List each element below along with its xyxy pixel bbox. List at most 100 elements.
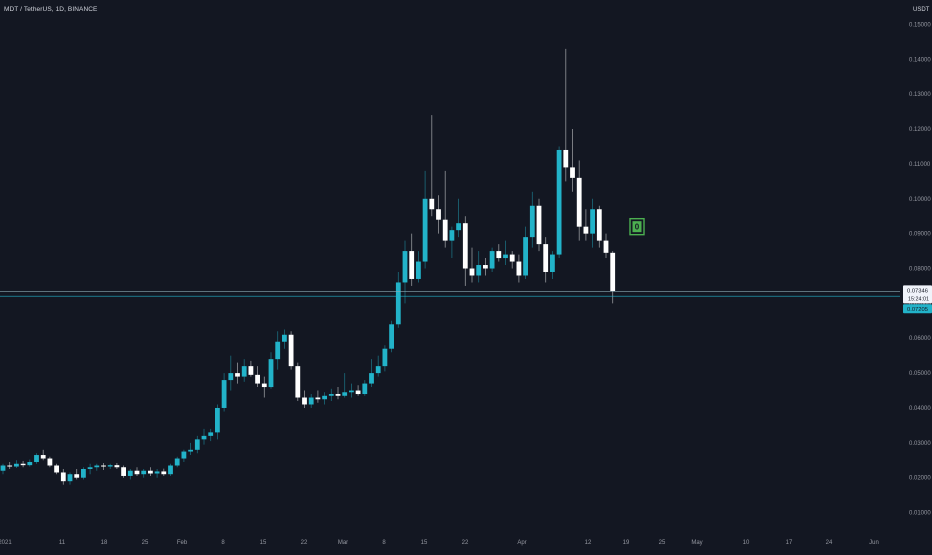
time-tick-label: 22 bbox=[462, 540, 469, 546]
candle-down bbox=[20, 463, 26, 466]
candle-down bbox=[74, 474, 80, 478]
price-tick-label: 0.14000 bbox=[909, 57, 931, 63]
time-tick-label: 25 bbox=[659, 540, 666, 546]
candle-down bbox=[576, 177, 582, 227]
candle-down bbox=[603, 240, 609, 253]
time-tick-label: Apr bbox=[517, 540, 526, 546]
candle-up bbox=[342, 392, 348, 396]
candle-up bbox=[268, 359, 274, 388]
candle-up bbox=[556, 149, 562, 255]
candle-down bbox=[288, 334, 294, 367]
signal-marker-fill bbox=[632, 221, 642, 233]
candle-up bbox=[67, 474, 73, 482]
candle-up bbox=[328, 394, 334, 396]
candle-up bbox=[416, 261, 421, 279]
candle-down bbox=[442, 219, 448, 241]
candle-up bbox=[34, 455, 39, 463]
time-tick-label: 8 bbox=[221, 540, 225, 546]
symbol-title[interactable]: MDT / TetherUS, 1D, BINANCE bbox=[4, 6, 98, 13]
price-tick-label: 0.09000 bbox=[909, 232, 931, 238]
candle-up bbox=[382, 348, 388, 367]
candle-up bbox=[174, 458, 180, 466]
price-tick-label: 0.11000 bbox=[909, 162, 931, 168]
candle-up bbox=[275, 341, 281, 360]
price-tick-label: 0.04000 bbox=[909, 406, 931, 412]
candle-down bbox=[543, 244, 549, 272]
candle-down bbox=[302, 397, 307, 405]
price-tick-label: 0.01000 bbox=[909, 511, 931, 517]
candle-up bbox=[456, 223, 461, 231]
candle-down bbox=[54, 465, 59, 473]
candle-down bbox=[536, 205, 542, 245]
time-tick-label: 22 bbox=[301, 540, 308, 546]
candle-up bbox=[529, 205, 535, 238]
candle-up bbox=[27, 462, 33, 466]
candle-down bbox=[355, 390, 361, 395]
candle-up bbox=[395, 282, 401, 325]
candle-up bbox=[489, 251, 495, 269]
candle-down bbox=[40, 455, 46, 459]
time-tick-label: 10 bbox=[743, 540, 750, 546]
candle-down bbox=[134, 470, 140, 475]
candle-up bbox=[322, 395, 327, 400]
candle-up bbox=[127, 470, 133, 476]
candle-down bbox=[248, 366, 254, 375]
current-price-badge bbox=[903, 285, 932, 304]
candle-down bbox=[496, 251, 502, 259]
signal-marker-box bbox=[629, 217, 645, 236]
candle-down bbox=[436, 209, 441, 220]
candle-up bbox=[0, 465, 6, 471]
candle-up bbox=[141, 470, 147, 475]
candle-down bbox=[161, 471, 167, 475]
candle-up bbox=[154, 471, 160, 474]
time-axis[interactable]: 2021 11 18 25 Feb 8 15 22 Mar 8 15 22 Apr 12 19 25 May 10… bbox=[0, 540, 879, 546]
price-tick-label: 0.15000 bbox=[909, 22, 931, 28]
level-price-badge bbox=[903, 304, 932, 314]
candle-up bbox=[523, 237, 528, 276]
candle-down bbox=[583, 226, 589, 234]
candle-up bbox=[94, 465, 100, 468]
candle-up bbox=[14, 463, 19, 467]
candle-up bbox=[181, 451, 187, 459]
candle-up bbox=[362, 383, 368, 395]
countdown-text: 15:24:01 bbox=[908, 296, 929, 302]
candle-up bbox=[168, 465, 173, 475]
price-tick-label: 0.08000 bbox=[909, 267, 931, 273]
candle-down bbox=[101, 465, 106, 467]
candle-up bbox=[282, 334, 287, 342]
candle-down bbox=[596, 209, 602, 241]
time-tick-label: 11 bbox=[59, 540, 66, 546]
time-tick-label: 19 bbox=[623, 540, 630, 546]
candle-down bbox=[483, 265, 488, 269]
candle-up bbox=[550, 254, 555, 272]
candle-up bbox=[369, 373, 374, 384]
signal-marker-label: 0 bbox=[635, 223, 640, 232]
time-tick-label: Jun bbox=[869, 540, 879, 546]
candle-down bbox=[509, 254, 515, 262]
time-tick-label: 12 bbox=[585, 540, 592, 546]
current-price-text: 0.07346 bbox=[907, 288, 928, 294]
candle-up bbox=[194, 439, 200, 450]
price-tick-label: 0.12000 bbox=[909, 127, 931, 133]
price-tick-label: 0.02000 bbox=[909, 476, 931, 482]
candle-up bbox=[87, 467, 93, 469]
candle-down bbox=[60, 472, 66, 482]
candle-down bbox=[610, 252, 616, 292]
candle-up bbox=[81, 468, 86, 478]
candle-up bbox=[402, 251, 408, 283]
candle-down bbox=[335, 394, 341, 396]
candle-down bbox=[429, 198, 435, 210]
candle-up bbox=[215, 407, 220, 433]
candle-down bbox=[47, 458, 53, 466]
candle-down bbox=[563, 149, 569, 168]
signal-marker[interactable]: 0 bbox=[629, 217, 645, 236]
price-axis[interactable]: 0.15000 0.14000 0.13000 0.12000 0.11000 0.100… bbox=[903, 22, 932, 517]
time-tick-label: 15 bbox=[421, 540, 428, 546]
time-tick-label: 25 bbox=[142, 540, 149, 546]
time-tick-label: 18 bbox=[101, 540, 108, 546]
candle-up bbox=[228, 373, 234, 381]
candle-down bbox=[255, 374, 260, 384]
price-tick-label: 0.05000 bbox=[909, 371, 931, 377]
